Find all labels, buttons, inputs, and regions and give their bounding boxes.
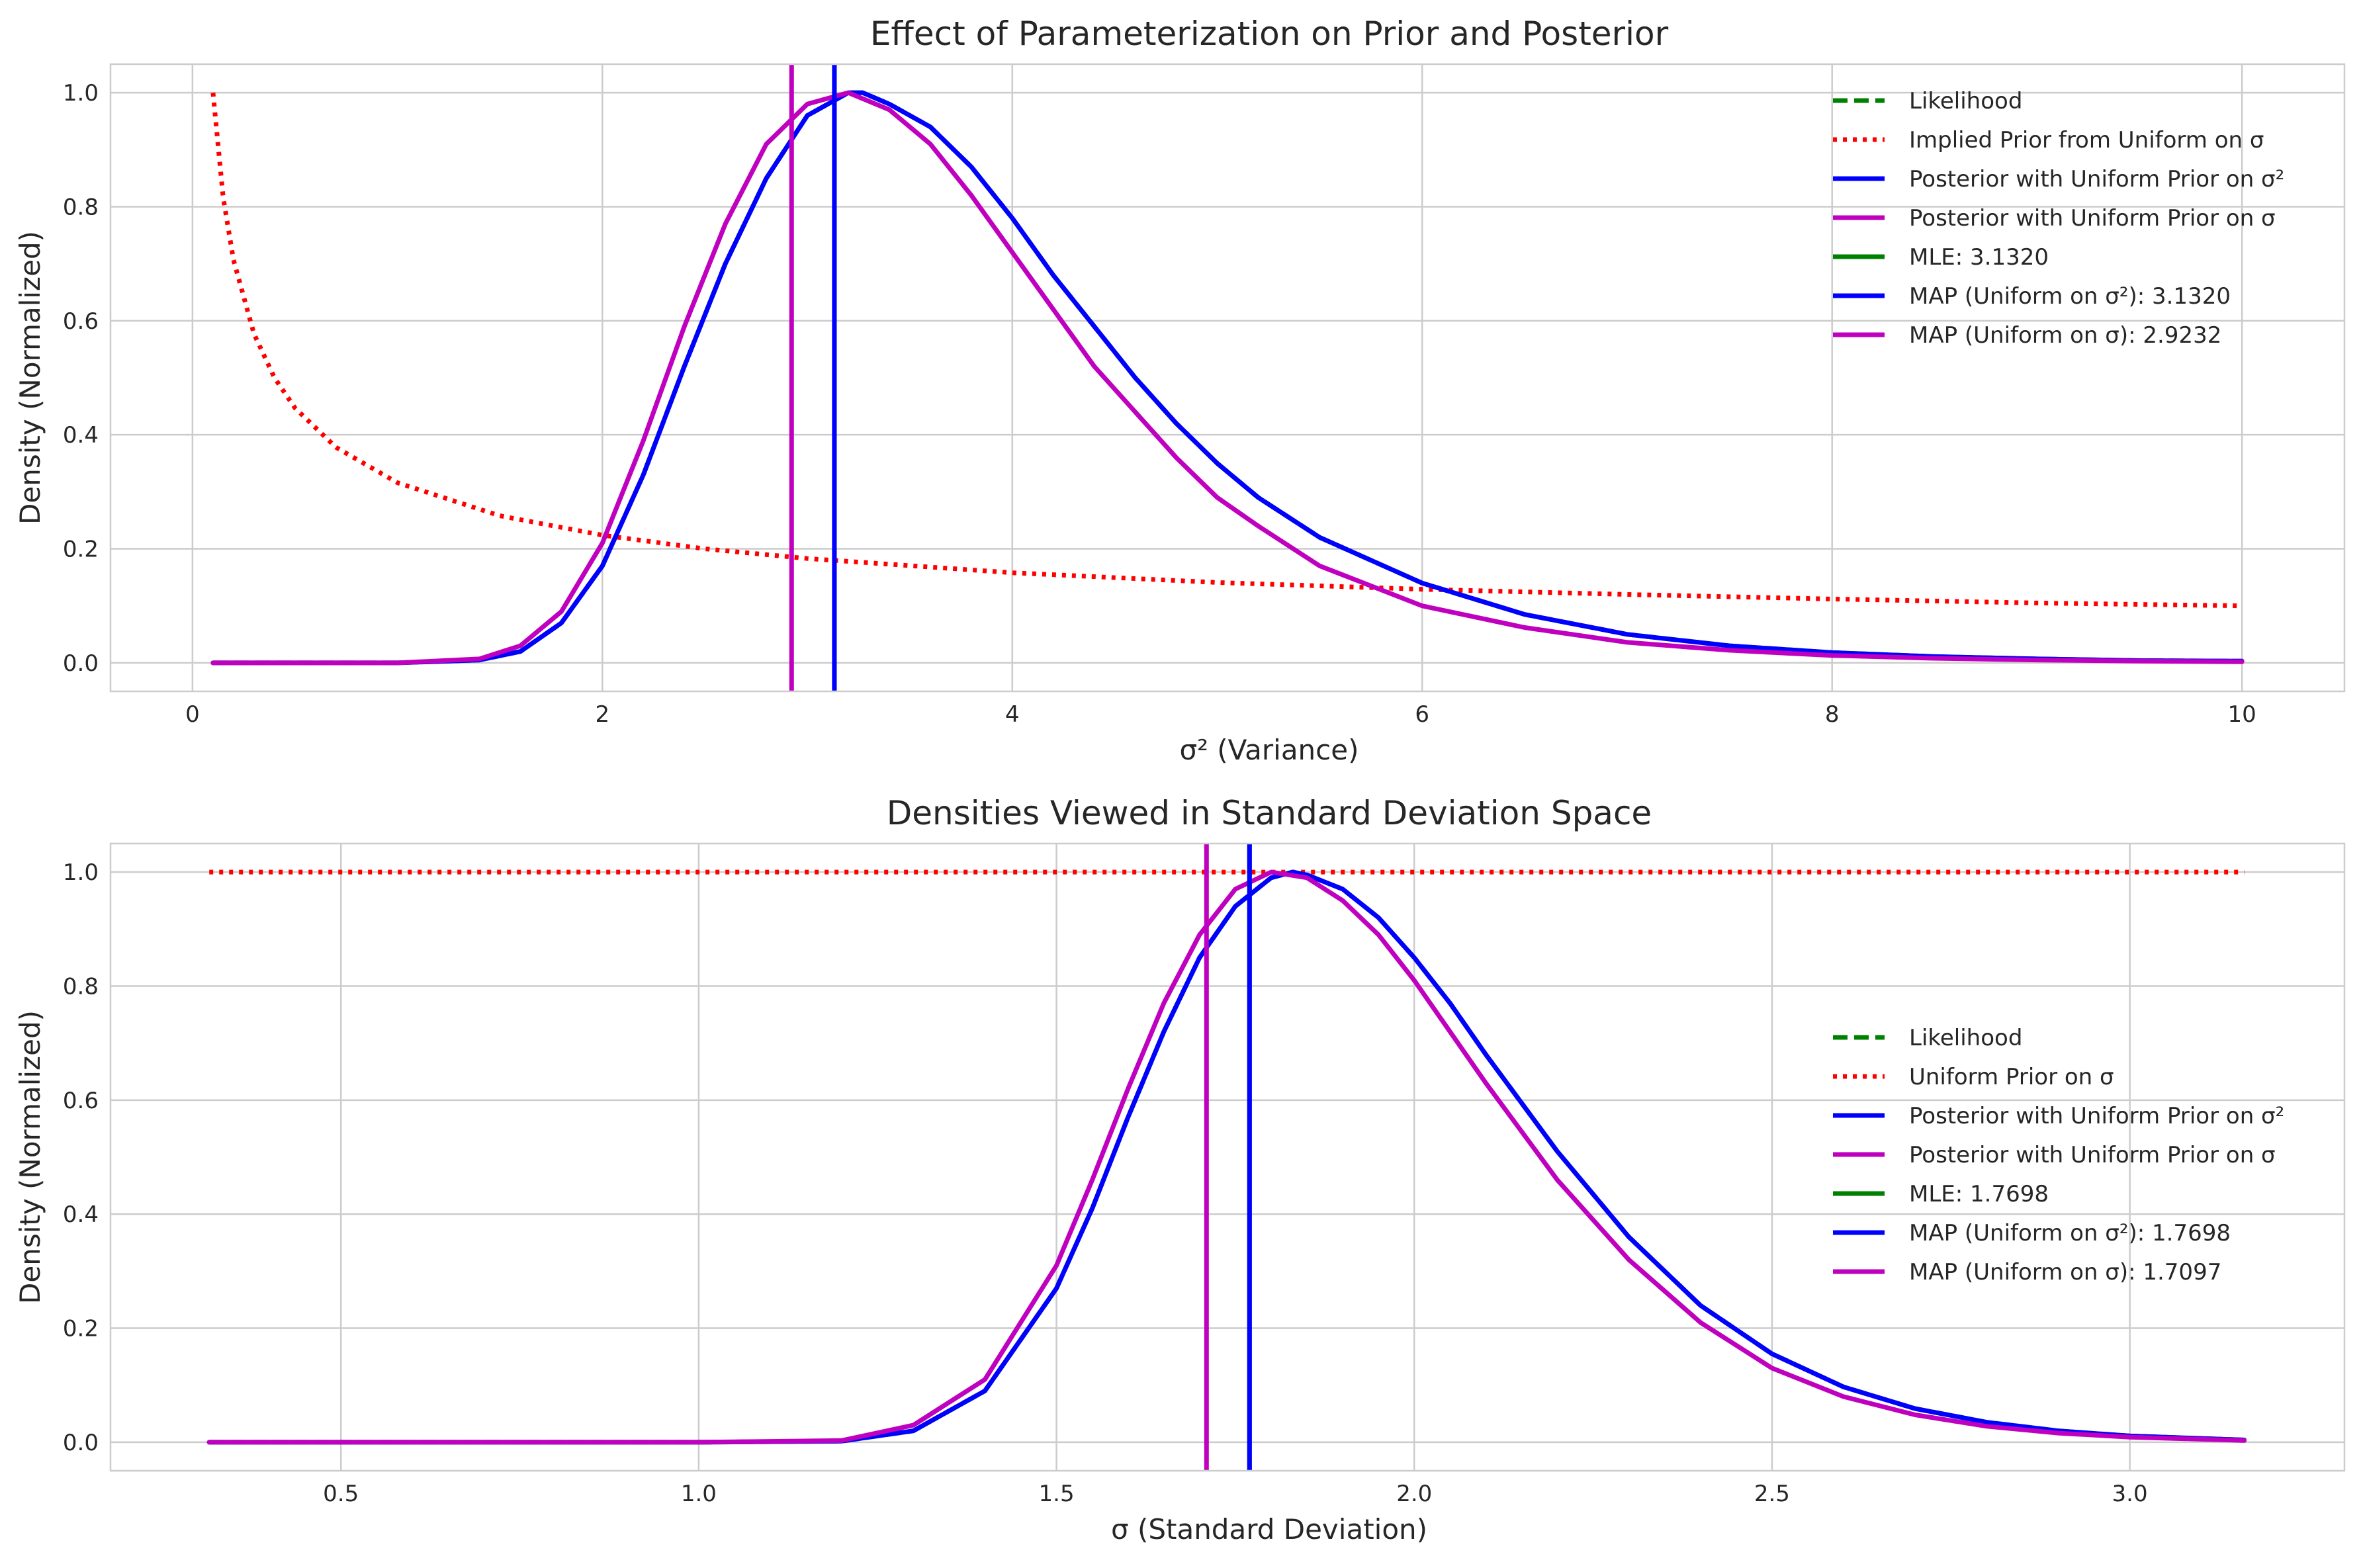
stddev-panel-x-tick-label: 1.0 (681, 1481, 717, 1507)
stddev-panel-legend-label: Likelihood (1909, 1025, 2022, 1051)
variance-panel-x-tick-label: 8 (1825, 701, 1840, 728)
stddev-panel-legend-label: Posterior with Uniform Prior on σ² (1909, 1103, 2284, 1129)
stddev-panel: Densities Viewed in Standard Deviation S… (14, 794, 2346, 1546)
variance-panel-legend-label: Implied Prior from Uniform on σ (1909, 127, 2264, 153)
stddev-panel-ticks: 0.5 1.0 1.5 2.0 2.5 3.0 0.0 0.2 0.4 0.6 0.8 1.0 (63, 859, 2148, 1507)
stddev-panel-series-line-3 (206, 869, 2247, 1445)
variance-panel-y-axis-label: Density (Normalized) (14, 231, 46, 525)
variance-panel-grid (111, 64, 2344, 691)
stddev-panel-x-tick-label: 2.0 (1396, 1481, 1432, 1507)
variance-panel-frame (109, 63, 2346, 693)
stddev-panel-vlines (1204, 844, 1252, 1471)
variance-panel-y-tick-label: 0.0 (63, 650, 99, 677)
variance-panel-legend-label: Posterior with Uniform Prior on σ (1909, 205, 2276, 232)
stddev-panel-y-tick-label: 0.6 (63, 1088, 99, 1114)
stddev-panel-legend-label: MLE: 1.7698 (1909, 1181, 2049, 1207)
stddev-panel-x-tick-label: 1.5 (1039, 1481, 1075, 1507)
variance-panel-x-tick-label: 0 (185, 701, 200, 728)
stddev-panel-y-tick-label: 1.0 (63, 859, 99, 886)
variance-panel-legend-label: Posterior with Uniform Prior on σ² (1909, 166, 2284, 193)
variance-panel-y-tick-label: 0.6 (63, 308, 99, 335)
variance-panel-x-tick-label: 10 (2228, 701, 2256, 728)
variance-panel-x-tick-label: 4 (1005, 701, 1020, 728)
variance-panel-legend: Likelihood Implied Prior from Uniform on … (1833, 88, 2284, 349)
variance-panel-legend-label: Likelihood (1909, 88, 2022, 114)
variance-panel-series-line-3 (210, 90, 2245, 666)
variance-panel-y-tick-label: 0.2 (63, 537, 99, 563)
variance-panel-series (210, 90, 2245, 666)
stddev-panel-y-tick-label: 0.2 (63, 1316, 99, 1342)
stddev-panel-legend-label: Uniform Prior on σ (1909, 1064, 2114, 1090)
stddev-panel-legend-label: Posterior with Uniform Prior on σ (1909, 1142, 2276, 1168)
stddev-panel-x-tick-label: 2.5 (1754, 1481, 1790, 1507)
stddev-panel-y-axis-label: Density (Normalized) (14, 1010, 46, 1304)
variance-panel-y-tick-label: 1.0 (63, 80, 99, 107)
stddev-panel-legend-label: MAP (Uniform on σ): 1.7097 (1909, 1259, 2221, 1285)
variance-panel-title: Effect of Parameterization on Prior and … (870, 15, 1669, 53)
stddev-panel-x-axis-label: σ (Standard Deviation) (1111, 1513, 1427, 1546)
stddev-panel-legend-label: MAP (Uniform on σ²): 1.7698 (1909, 1220, 2231, 1246)
stddev-panel-grid (111, 844, 2344, 1471)
stddev-panel-y-tick-label: 0.8 (63, 973, 99, 1000)
stddev-panel-x-tick-label: 3.0 (2112, 1481, 2148, 1507)
stddev-panel-title: Densities Viewed in Standard Deviation S… (887, 794, 1652, 832)
variance-panel-series-line-2 (210, 90, 2245, 666)
variance-panel-vlines (789, 64, 837, 691)
variance-panel-ticks: 0 2 4 6 8 10 0.0 0.2 0.4 0.6 0.8 1.0 (63, 80, 2256, 728)
variance-panel-y-tick-label: 0.8 (63, 194, 99, 220)
variance-panel-legend-label: MAP (Uniform on σ²): 3.1320 (1909, 283, 2231, 310)
variance-panel-x-axis-label: σ² (Variance) (1179, 734, 1359, 766)
stddev-panel-y-tick-label: 0.4 (63, 1201, 99, 1228)
stddev-panel-frame (109, 842, 2346, 1472)
variance-panel-x-tick-label: 2 (596, 701, 610, 728)
stddev-panel-legend: Likelihood Uniform Prior on σ Posterior wi… (1833, 1025, 2284, 1285)
stddev-panel-series-line-2 (206, 869, 2247, 1445)
stddev-panel-y-tick-label: 0.0 (63, 1430, 99, 1456)
variance-panel-y-tick-label: 0.4 (63, 422, 99, 449)
stddev-panel-x-tick-label: 0.5 (323, 1481, 359, 1507)
variance-panel-legend-label: MAP (Uniform on σ): 2.9232 (1909, 322, 2221, 349)
stddev-panel-series (206, 869, 2247, 1445)
variance-panel-legend-label: MLE: 3.1320 (1909, 244, 2049, 271)
variance-panel-x-tick-label: 6 (1415, 701, 1429, 728)
variance-panel: Effect of Parameterization on Prior and … (14, 15, 2346, 766)
